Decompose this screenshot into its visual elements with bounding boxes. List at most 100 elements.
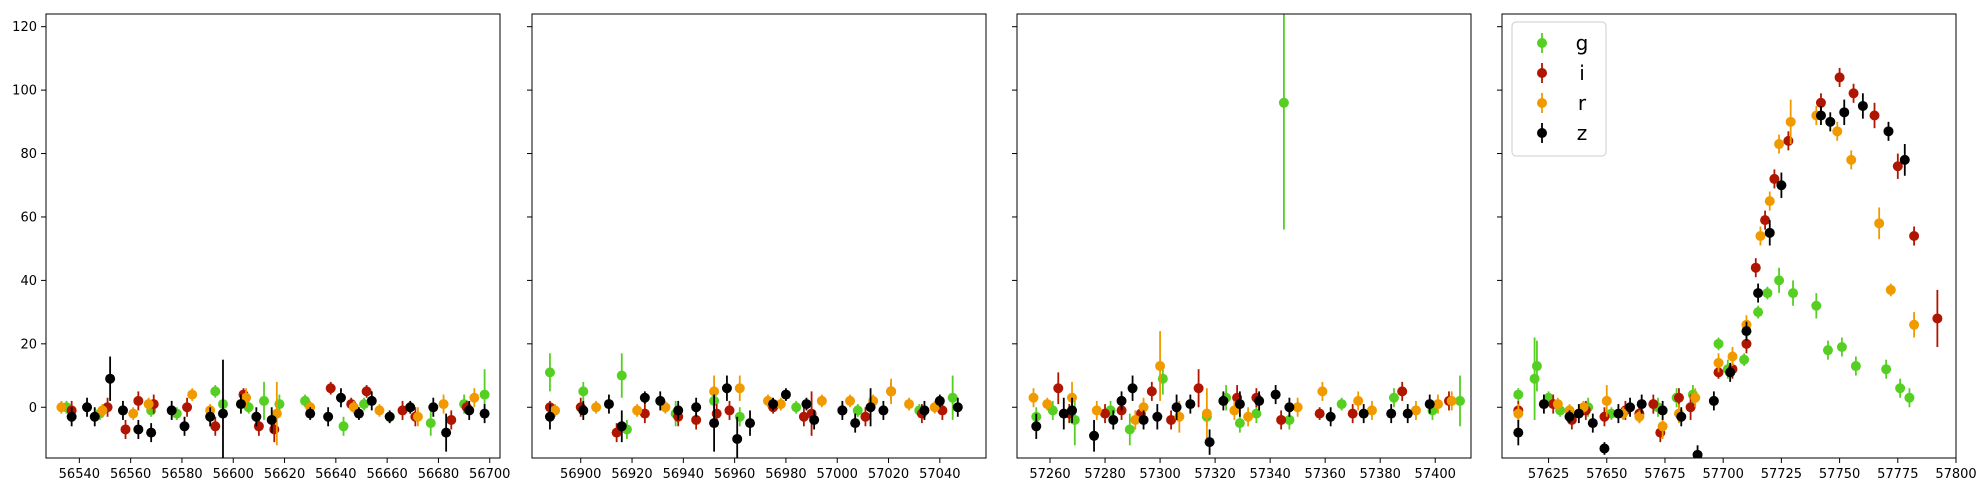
data-point-g [1822, 345, 1833, 356]
data-point-r [1366, 405, 1377, 416]
x-tick-label: 57750 [1819, 467, 1860, 482]
data-point-r [775, 399, 786, 410]
data-point-z [353, 408, 364, 419]
data-point-z [1108, 414, 1119, 425]
data-point-z [217, 408, 228, 419]
data-point-z [1753, 288, 1764, 299]
data-point-z [428, 402, 439, 413]
data-point-r [1874, 218, 1885, 229]
x-tick-label: 56560 [110, 467, 151, 482]
data-point-z [1386, 408, 1397, 419]
data-point-z [366, 395, 377, 406]
x-tick-label: 57020 [868, 467, 909, 482]
data-point-g [1739, 354, 1750, 365]
data-point-z [464, 405, 475, 416]
panel-3: 57260 57280 57300 57320 57340 57360 57380 57400 [1012, 13, 1472, 482]
data-point-r [1432, 399, 1443, 410]
data-point-r [1513, 408, 1524, 419]
series-r [1028, 331, 1457, 439]
data-point-i [210, 421, 221, 432]
data-point-z [305, 408, 316, 419]
data-point-r [1727, 351, 1738, 362]
data-point-g [425, 418, 436, 429]
data-point-z [801, 399, 812, 410]
x-tick-label: 56920 [611, 467, 652, 482]
y-tick-label: 60 [20, 210, 37, 225]
data-point-i [1347, 408, 1358, 419]
data-point-g [616, 370, 627, 381]
data-point-i [1741, 338, 1752, 349]
data-point-r [128, 408, 139, 419]
x-tick-label: 57280 [1084, 467, 1125, 482]
data-point-i [1166, 414, 1177, 425]
data-point-g [259, 395, 270, 406]
data-point-z [578, 405, 589, 416]
data-point-i [691, 414, 702, 425]
data-point-i [1750, 262, 1761, 273]
data-point-i [639, 408, 650, 419]
x-tick-label: 57340 [1249, 467, 1290, 482]
data-point-z [205, 411, 216, 422]
data-point-z [1776, 180, 1787, 191]
data-point-z [673, 405, 684, 416]
data-point-z [934, 395, 945, 406]
data-point-z [1538, 399, 1549, 410]
data-point-z [89, 411, 100, 422]
data-point-z [850, 418, 861, 429]
data-point-z [878, 405, 889, 416]
panel-2: 56900 56920 56940 56960 56980 57000 57020 57040 [527, 13, 987, 482]
data-point-z [1513, 427, 1524, 438]
y-tick-label: 120 [12, 20, 37, 35]
data-point-z [1573, 408, 1584, 419]
x-tick-label: 57040 [919, 467, 960, 482]
data-point-i [1783, 135, 1794, 146]
data-point-z [1725, 367, 1736, 378]
data-point-r [1755, 231, 1766, 241]
data-point-g [274, 399, 285, 410]
data-point-r [734, 383, 745, 394]
data-point-z [1031, 421, 1042, 432]
data-point-i [1100, 408, 1111, 419]
series-z [66, 356, 490, 458]
data-point-i [325, 383, 336, 394]
data-point-g [1788, 288, 1799, 299]
data-point-z [616, 421, 627, 432]
legend-box [1511, 21, 1607, 157]
data-point-z [1171, 402, 1182, 413]
data-point-r [469, 392, 480, 403]
x-tick-label: 57775 [1877, 467, 1918, 482]
data-point-r [187, 389, 198, 400]
data-point-i [120, 424, 131, 435]
data-point-r [1713, 357, 1724, 368]
data-point-z [405, 402, 416, 413]
data-point-i [937, 405, 948, 416]
data-point-z [865, 402, 876, 413]
data-point-g [359, 399, 370, 410]
data-point-i [1397, 386, 1408, 397]
data-point-z [1424, 399, 1435, 410]
data-point-r [1657, 421, 1668, 432]
data-point-z [479, 408, 490, 419]
data-point-i [1815, 97, 1826, 108]
data-point-i [860, 411, 871, 422]
data-point-z [1613, 408, 1624, 419]
data-point-g [791, 402, 802, 413]
data-point-r [1353, 395, 1364, 406]
x-tick-label: 57400 [1415, 467, 1456, 482]
data-point-r [1690, 392, 1701, 403]
data-point-r [816, 395, 827, 406]
data-point-z [1358, 408, 1369, 419]
data-point-r [1764, 196, 1775, 207]
data-point-z [235, 399, 246, 410]
data-point-z [1692, 449, 1703, 458]
data-point-i [1053, 383, 1064, 394]
data-point-g [1850, 361, 1861, 372]
data-point-z [919, 405, 930, 416]
data-point-z [1899, 154, 1910, 165]
data-point-g [1124, 424, 1135, 435]
x-tick-label: 56900 [560, 467, 601, 482]
data-point-z [691, 402, 702, 413]
data-point-g [1284, 414, 1295, 425]
